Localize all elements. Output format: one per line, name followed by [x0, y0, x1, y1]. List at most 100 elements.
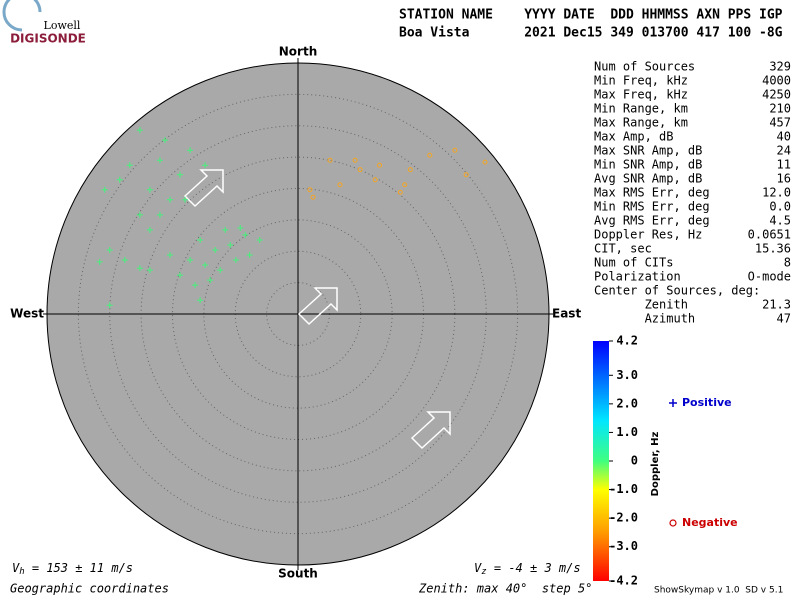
colorbar-tick-label: 2.0: [616, 396, 638, 410]
logo-arc: [2, 0, 42, 32]
compass-label: South: [278, 567, 318, 581]
stat-label: Min RMS Err, deg: [594, 200, 710, 214]
stat-label: Max SNR Amp, dB: [594, 144, 702, 158]
stat-value: 12.0: [762, 186, 791, 200]
source-point: [207, 277, 214, 284]
vz-symbol: V: [474, 561, 482, 575]
stat-value: 0.0: [769, 200, 791, 214]
source-point: [232, 257, 239, 264]
stat-label: Max Amp, dB: [594, 130, 673, 144]
colorbar-tick-label: 3.0: [616, 368, 638, 382]
source-point: [397, 189, 403, 195]
vh-text: = 153 ± 11 m/s: [25, 561, 133, 575]
stat-label: Zenith: [594, 298, 688, 312]
source-point: [402, 182, 408, 188]
source-point: [202, 162, 209, 169]
compass-label: East: [552, 307, 581, 321]
source-point: [357, 167, 363, 173]
stat-value: 210: [769, 102, 791, 116]
source-point: [212, 246, 219, 253]
stat-label: Avg SNR Amp, dB: [594, 172, 702, 186]
stat-label: Doppler Res, Hz: [594, 228, 702, 242]
stat-label: Azimuth: [594, 312, 695, 326]
source-point: [161, 137, 168, 144]
source-point: [116, 176, 123, 183]
source-point: [377, 162, 383, 168]
source-point: [192, 282, 199, 289]
colorbar-label: Doppler, Hz: [650, 432, 661, 497]
colorbar-tick-label: 0: [631, 454, 638, 468]
plot: North South East West: [10, 45, 581, 581]
source-point: [187, 257, 194, 264]
source-point: [177, 171, 184, 178]
stat-value: O-mode: [748, 270, 791, 284]
source-point: [197, 236, 204, 243]
legend-label: Positive: [682, 396, 732, 409]
stat-label: Min SNR Amp, dB: [594, 158, 702, 172]
stat-label: Polarization: [594, 270, 681, 284]
colorbar-tick-label: 4.2: [616, 334, 638, 348]
source-point: [307, 187, 313, 193]
source-point: [136, 127, 143, 134]
source-point: [156, 211, 163, 218]
source-point: [146, 267, 153, 274]
source-point: [372, 177, 378, 183]
source-point: [166, 252, 173, 259]
source-point: [106, 302, 113, 309]
source-point: [136, 265, 143, 272]
stat-label: Max Freq, kHz: [594, 88, 688, 102]
source-point: [126, 162, 133, 169]
source-point: [256, 236, 263, 243]
vh-sub: h: [19, 567, 24, 577]
source-point: [166, 196, 173, 203]
header-line: Boa Vista 2021 Dec15 349 013700 417 100 …: [399, 26, 783, 41]
source-point: [427, 152, 433, 158]
source-point: [197, 297, 204, 304]
source-point: [463, 172, 469, 178]
version-label: ShowSkymap v 1.0 SD v 5.1: [654, 586, 783, 596]
stat-value: 4.5: [769, 214, 791, 228]
source-point: [96, 258, 103, 265]
stat-value: 457: [769, 116, 791, 130]
stat-label: Num of Sources: [594, 60, 695, 74]
stat-label: Min Range, km: [594, 102, 688, 116]
velocity-arrow: [410, 411, 451, 450]
colorbar: 4.2 3.0 2.0 1.0 0 -1.0 -2.0 -3.0 -4.2 Doppler, Hz…: [593, 334, 738, 588]
stats-table: Num of Sources 329 Min Freq, kHz 4000 Max Fr…: [594, 60, 791, 326]
coords-label: Geographic coordinates: [10, 582, 169, 596]
source-point: [182, 196, 189, 203]
stat-value: 24: [777, 144, 791, 158]
source-point: [177, 272, 184, 279]
velocity-arrow: [297, 287, 338, 326]
legend-marker: [669, 519, 677, 527]
colorbar-tick-label: 1.0: [616, 425, 638, 439]
legend-marker: [669, 399, 677, 407]
source-point: [452, 147, 458, 153]
stat-value: 16: [777, 172, 791, 186]
stat-value: 4000: [762, 74, 791, 88]
stat-label: Min Freq, kHz: [594, 74, 688, 88]
source-point: [227, 241, 234, 248]
source-point: [237, 225, 244, 232]
stat-label: CIT, sec: [594, 242, 652, 256]
logo-top: Lowell: [44, 19, 81, 32]
source-point: [352, 157, 358, 163]
stat-value: 15.36: [755, 242, 791, 256]
source-point: [156, 157, 163, 164]
source-point: [222, 226, 229, 233]
colorbar-tick-label: -3.0: [609, 539, 638, 553]
stat-label: Max RMS Err, deg: [594, 186, 710, 200]
source-point: [242, 231, 249, 238]
source-point: [202, 262, 209, 269]
vz-text: = -4 ± 3 m/s: [487, 561, 581, 575]
source-point: [101, 186, 108, 193]
colorbar-tick-label: -4.2: [609, 574, 638, 588]
source-point: [482, 159, 488, 165]
vz-label: Vz = -4 ± 3 m/s: [474, 561, 581, 577]
source-point: [246, 252, 253, 259]
source-point: [337, 182, 343, 188]
zenith-label: Zenith: max 40° step 5°: [418, 582, 592, 596]
header-line: STATION NAME YYYY DATE DDD HHMMSS AXN PP…: [399, 8, 783, 23]
source-point: [106, 246, 113, 253]
